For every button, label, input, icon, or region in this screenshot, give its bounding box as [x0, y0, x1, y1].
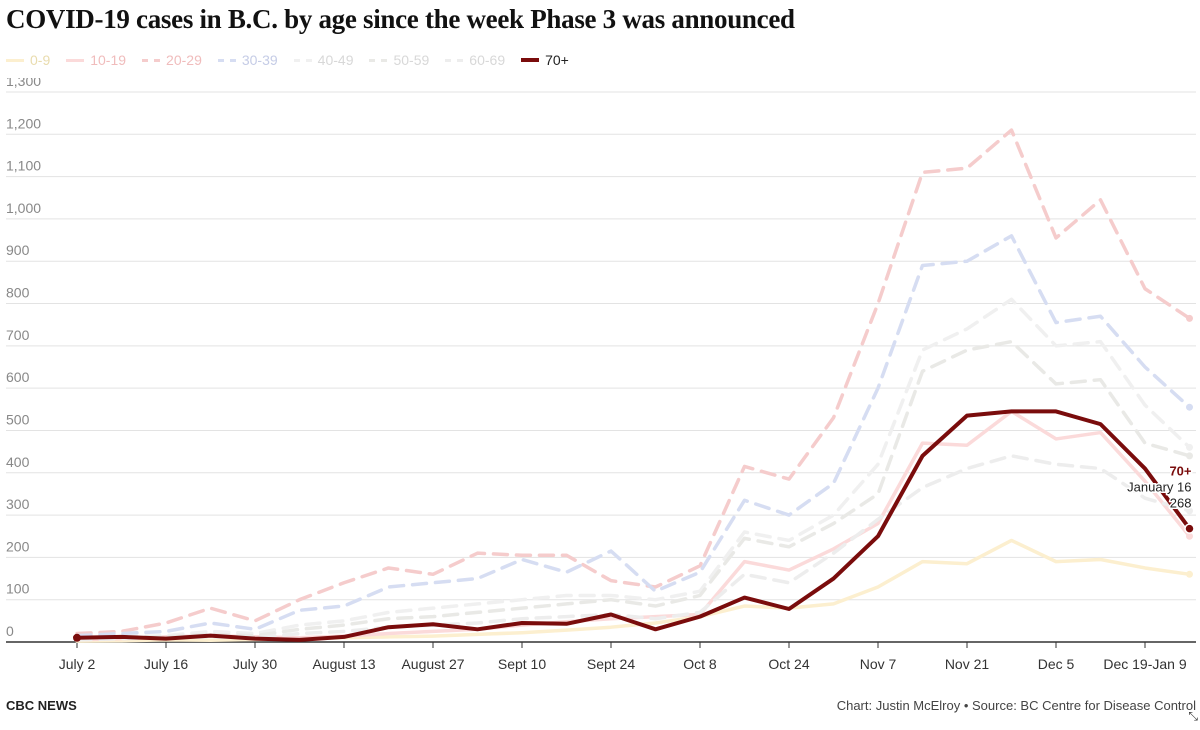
- series-end-point-30-39: [1186, 403, 1193, 411]
- legend-item-0-9[interactable]: 0-9: [6, 52, 50, 68]
- series-line-70+: [75, 409, 1192, 642]
- y-tick-label: 100: [6, 581, 30, 597]
- legend-item-10-19[interactable]: 10-19: [66, 52, 126, 68]
- legend-label: 10-19: [90, 52, 127, 68]
- y-tick-label: 1,000: [6, 200, 41, 216]
- y-tick-label: 800: [6, 285, 30, 301]
- y-tick-label: 400: [6, 454, 30, 470]
- y-tick-label: 700: [6, 327, 30, 343]
- legend-swatch: [66, 58, 85, 62]
- legend-label: 30-39: [241, 52, 278, 68]
- legend-label: 0-9: [30, 52, 51, 68]
- legend-swatch: [521, 58, 540, 62]
- series-end-point-10-19: [1186, 532, 1193, 540]
- publisher-label: CBC NEWS: [6, 698, 77, 713]
- chart-title: COVID-19 cases in B.C. by age since the …: [6, 4, 795, 34]
- x-tick-label: Dec 19-Jan 9: [1103, 656, 1186, 672]
- legend-item-70+[interactable]: 70+: [521, 52, 569, 68]
- x-tick-label: Oct 24: [768, 656, 809, 672]
- x-tick-label: August 13: [312, 656, 375, 672]
- y-tick-label: 500: [6, 411, 30, 427]
- y-tick-label: 0: [6, 623, 14, 639]
- y-tick-label: 1,200: [6, 115, 41, 131]
- line-chart: 0 100 200 300 400 500 600 700 800 900 1,000 1,100 1,…: [6, 78, 1196, 672]
- legend-item-50-59[interactable]: 50-59: [369, 52, 429, 68]
- y-tick-label: 900: [6, 242, 30, 258]
- x-tick-label: Sept 10: [498, 656, 546, 672]
- credit-label: Chart: Justin McElroy • Source: BC Centr…: [836, 698, 1196, 713]
- x-tick-label: Dec 5: [1038, 656, 1075, 672]
- annotation-date-label: January 16: [1127, 480, 1191, 495]
- legend-label: 50-59: [393, 52, 430, 68]
- series-end-point-70+: [1184, 523, 1195, 534]
- legend-swatch: [217, 58, 236, 62]
- legend-swatch: [6, 58, 24, 62]
- legend-swatch: [293, 58, 312, 62]
- series-start-point-70+: [73, 633, 81, 642]
- x-tick-label: Nov 21: [945, 656, 990, 672]
- x-tick-label: July 2: [59, 656, 96, 672]
- y-tick-label: 1,300: [6, 78, 41, 89]
- series-end-point-60-69: [1186, 507, 1193, 515]
- series-line-30-39: [75, 234, 1192, 638]
- legend-item-40-49[interactable]: 40-49: [293, 52, 354, 68]
- legend: 0-9 10-19 20-29 30-39 40-49 50-59 60-69 70+: [6, 52, 585, 68]
- series-line-40-49: [75, 297, 1192, 640]
- legend-label: 70+: [545, 52, 569, 68]
- x-tick-label: Oct 8: [683, 656, 717, 672]
- annotation-value-label: 268: [1170, 496, 1192, 511]
- legend-swatch: [142, 58, 161, 62]
- legend-label: 40-49: [317, 52, 354, 68]
- resize-handle-icon[interactable]: ⤡: [1188, 709, 1198, 723]
- annotation-series-label: 70+: [1169, 464, 1191, 479]
- legend-swatch: [369, 58, 388, 62]
- series-line-60-69: [75, 454, 1192, 642]
- x-tick-label: Sept 24: [587, 656, 635, 672]
- x-tick-label: August 27: [401, 656, 464, 672]
- series-end-point-50-59: [1186, 452, 1193, 460]
- legend-label: 60-69: [469, 52, 506, 68]
- series-end-point-20-29: [1186, 314, 1193, 322]
- y-tick-label: 1,100: [6, 158, 41, 174]
- legend-item-60-69[interactable]: 60-69: [445, 52, 505, 68]
- legend-swatch: [445, 58, 464, 62]
- legend-item-20-29[interactable]: 20-29: [142, 52, 202, 68]
- y-tick-label: 600: [6, 369, 30, 385]
- series-end-point-0-9: [1186, 570, 1193, 578]
- y-tick-label: 200: [6, 538, 30, 554]
- series-line-50-59: [75, 339, 1192, 641]
- x-tick-label: July 16: [144, 656, 189, 672]
- legend-label: 20-29: [166, 52, 202, 68]
- series-end-point-40-49: [1186, 443, 1193, 451]
- y-tick-label: 300: [6, 496, 30, 512]
- series-line-10-19: [75, 409, 1192, 642]
- legend-item-30-39[interactable]: 30-39: [217, 52, 278, 68]
- x-tick-label: July 30: [233, 656, 278, 672]
- x-tick-label: Nov 7: [860, 656, 897, 672]
- series-line-20-29: [75, 128, 1192, 636]
